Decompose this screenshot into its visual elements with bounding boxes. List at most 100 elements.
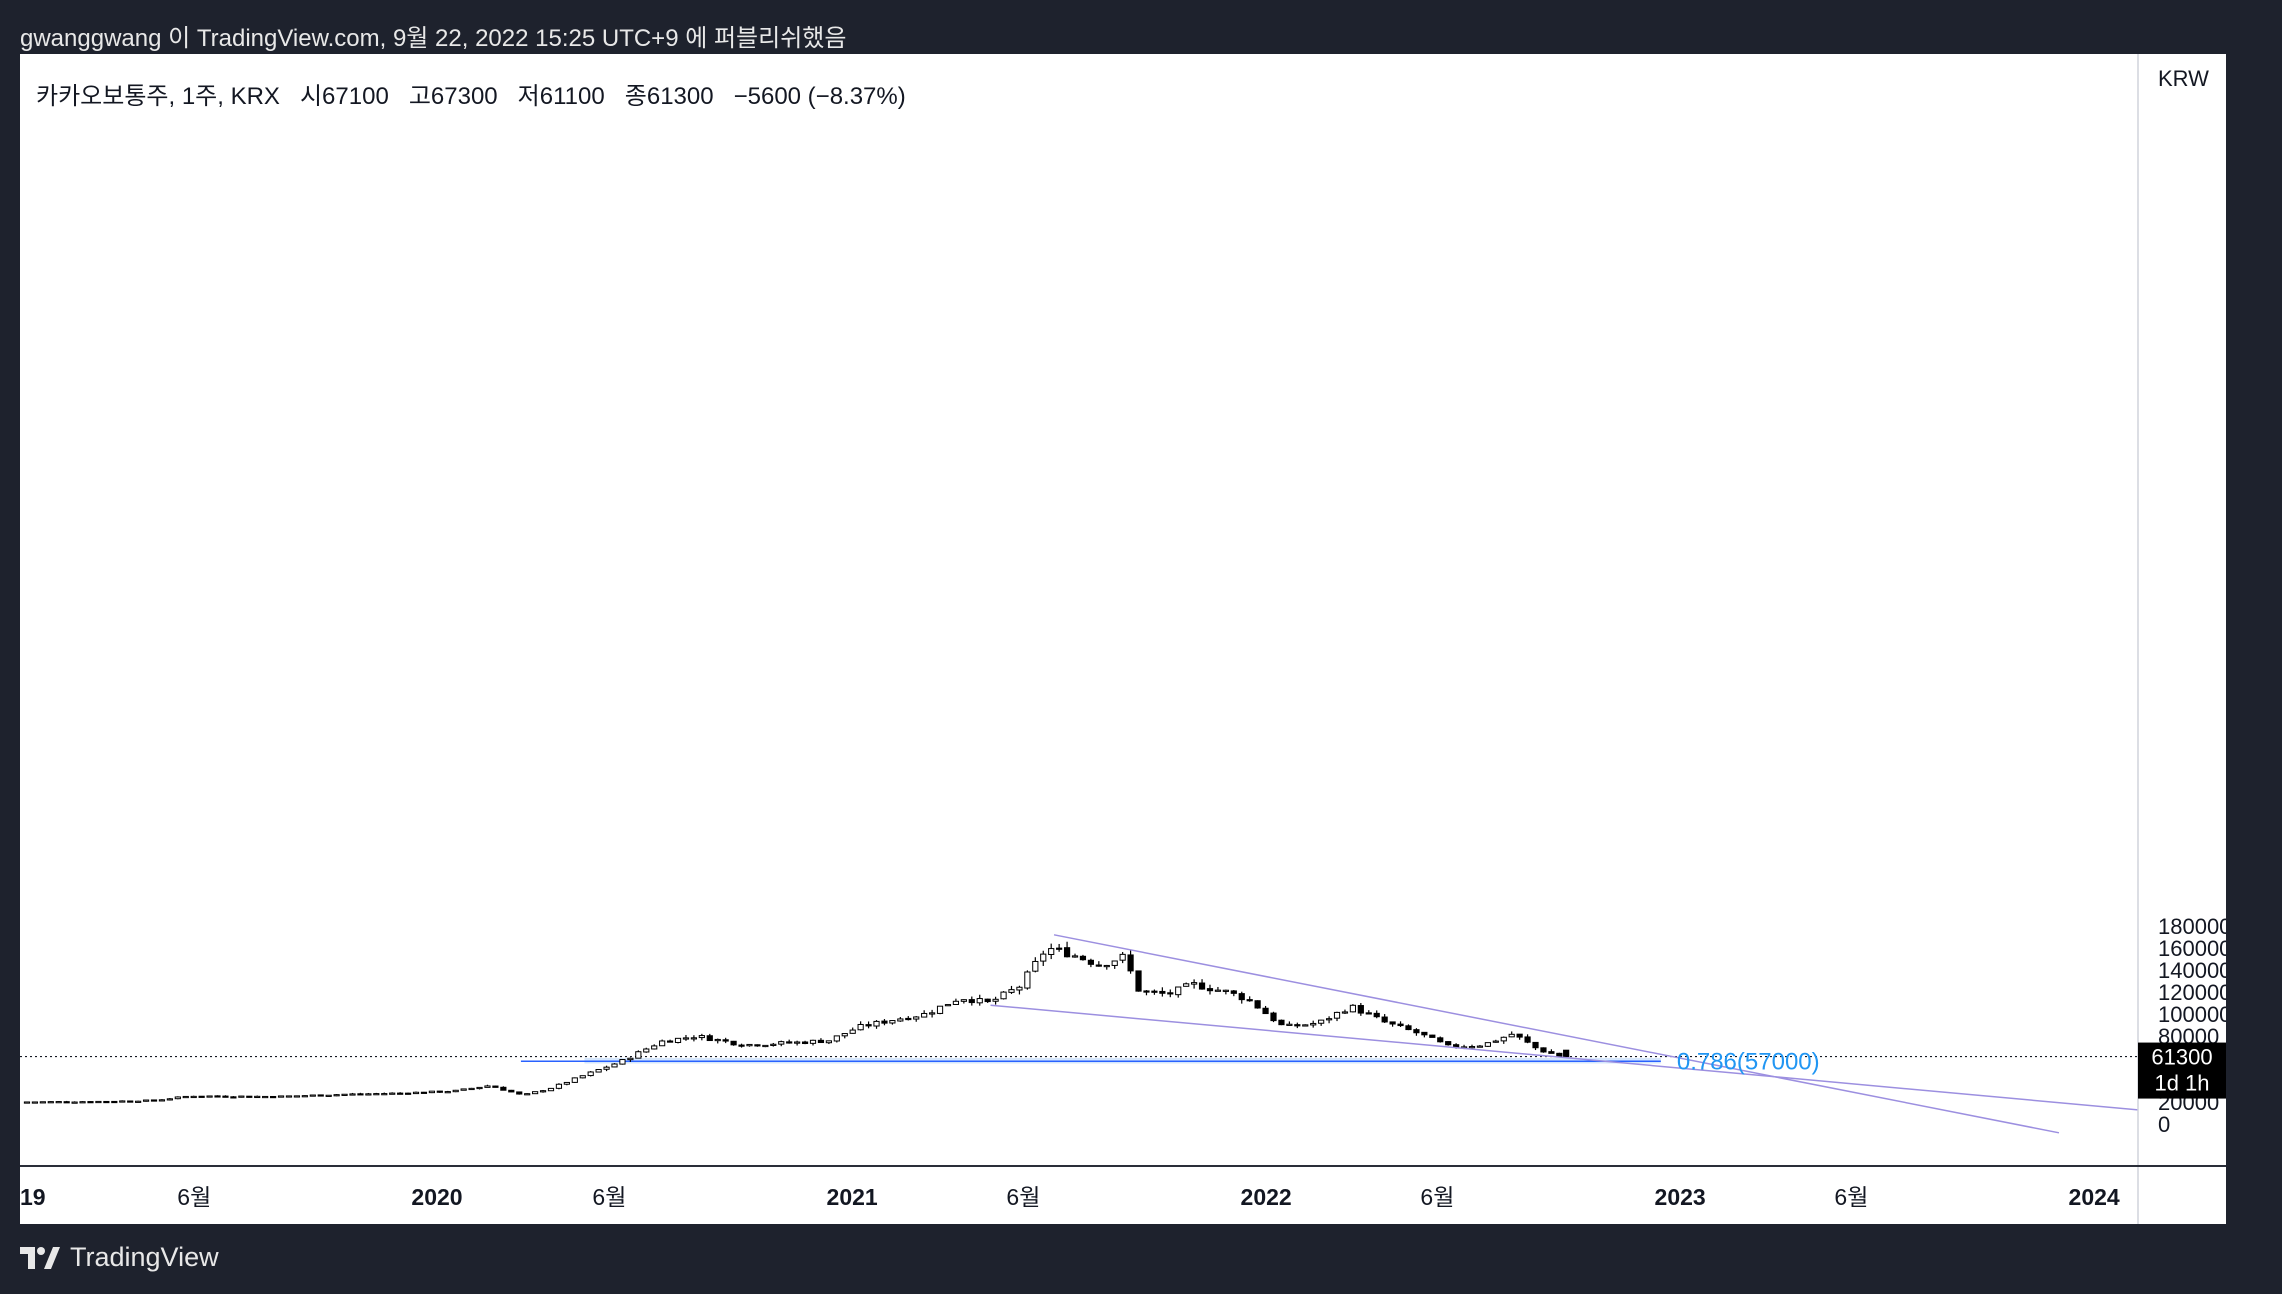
candle-down: [1413, 1029, 1420, 1034]
candle-down: [492, 1085, 499, 1088]
candle-up: [373, 1093, 380, 1096]
candle-down: [1198, 982, 1206, 990]
candle-up: [547, 1087, 555, 1092]
candle-down: [1254, 1000, 1261, 1009]
candle-up: [833, 1035, 840, 1042]
candle-up: [1341, 1011, 1349, 1014]
candle-down: [1429, 1034, 1436, 1038]
candle-up: [460, 1088, 467, 1091]
y-tick-label: 160000: [2158, 936, 2226, 961]
candle-down: [270, 1095, 277, 1099]
candle-up: [23, 1101, 31, 1104]
candle-up: [992, 998, 999, 1002]
x-tick-label: 2020: [411, 1184, 462, 1210]
candle-down: [1556, 1052, 1563, 1057]
candle-up: [1103, 964, 1110, 968]
candle-up: [262, 1095, 269, 1099]
candle-down: [738, 1044, 745, 1047]
candle-up: [365, 1093, 372, 1096]
candle-up: [1484, 1042, 1491, 1047]
legend-close-value: 61300: [646, 83, 714, 110]
tradingview-logo-icon: [20, 1246, 60, 1269]
y-tick-label: 100000: [2158, 1002, 2226, 1027]
candle-down: [1127, 954, 1134, 972]
candle-down: [786, 1041, 793, 1044]
candle-up: [770, 1043, 777, 1046]
candle-up: [1191, 982, 1198, 985]
candle-down: [214, 1095, 221, 1098]
candle-up: [1508, 1033, 1515, 1038]
candle-down: [1294, 1024, 1301, 1027]
candle-up: [71, 1101, 78, 1104]
candle-down: [1063, 947, 1071, 958]
candle-up: [960, 999, 967, 1002]
candlestick-chart[interactable]: 0.786(57000) 1800001600001400001200001000…: [20, 54, 2226, 1224]
candle-up: [135, 1100, 142, 1103]
plot-area: [20, 934, 2138, 1134]
x-tick-label: 2024: [2069, 1184, 2120, 1210]
candle-down: [111, 1100, 118, 1104]
candle-down: [801, 1041, 809, 1045]
candle-up: [1000, 991, 1007, 1000]
candle-up: [476, 1086, 483, 1090]
candle-down: [397, 1092, 404, 1095]
legend-low-value: 61100: [539, 83, 605, 110]
currency-label: KRW: [2158, 66, 2209, 91]
candle-up: [619, 1059, 626, 1065]
candle-up: [532, 1091, 539, 1095]
legend-high-label: 고: [408, 83, 431, 110]
price-badge: [2138, 1042, 2226, 1099]
candle-up: [921, 1012, 928, 1018]
candle-up: [39, 1101, 46, 1104]
candle-down: [1056, 947, 1063, 950]
candle-up: [857, 1023, 864, 1031]
candle-up: [674, 1037, 682, 1043]
candle-up: [1016, 986, 1023, 991]
candle-up: [539, 1090, 547, 1093]
tradingview-brand[interactable]: TradingView: [20, 1242, 219, 1273]
chart-area[interactable]: 0.786(57000) 180000 160000 140000 120000 1000…: [20, 54, 2226, 1224]
candle-down: [1143, 990, 1150, 993]
candle-up: [254, 1095, 261, 1099]
candle-up: [381, 1093, 388, 1096]
legend-change: −5600 (−8.37%): [733, 83, 906, 110]
candle-up: [333, 1094, 340, 1097]
price-badge-countdown: 1d 1h: [2154, 1071, 2209, 1096]
candle-up: [1119, 953, 1126, 961]
candle-up: [31, 1101, 39, 1104]
candle-up: [1492, 1040, 1499, 1043]
candle-up: [651, 1045, 658, 1050]
candle-down: [1238, 993, 1245, 1001]
x-tick-label: 6월: [592, 1184, 626, 1210]
candle-up: [238, 1095, 245, 1098]
candle-up: [293, 1095, 301, 1098]
candle-down: [1540, 1047, 1547, 1053]
candle-up: [897, 1018, 904, 1022]
candle-up: [611, 1063, 618, 1068]
candle-down: [1230, 990, 1237, 994]
candle-up: [595, 1069, 602, 1073]
candle-down: [246, 1095, 253, 1098]
candle-up: [563, 1081, 570, 1085]
candle-up: [55, 1101, 62, 1104]
candle-down: [1079, 955, 1087, 961]
candle-up: [1032, 960, 1039, 972]
candle-down: [905, 1017, 912, 1021]
candle-down: [63, 1101, 70, 1104]
candle-down: [1095, 964, 1102, 967]
candle-up: [166, 1098, 173, 1101]
candle-down: [420, 1091, 428, 1094]
y-tick-label: 180000: [2158, 914, 2226, 939]
candle-up: [1318, 1019, 1325, 1024]
candle-up: [1222, 989, 1229, 992]
candle-down: [1389, 1021, 1396, 1025]
candle-up: [325, 1094, 332, 1097]
y-tick-label: 0: [2158, 1112, 2170, 1137]
candle-up: [309, 1094, 316, 1097]
candle-up: [1008, 989, 1015, 993]
candle-up: [928, 1012, 936, 1015]
candle-up: [1500, 1036, 1507, 1042]
candle-down: [1087, 959, 1094, 965]
candle-down: [317, 1094, 324, 1097]
legend-open-label: 시: [299, 83, 323, 110]
